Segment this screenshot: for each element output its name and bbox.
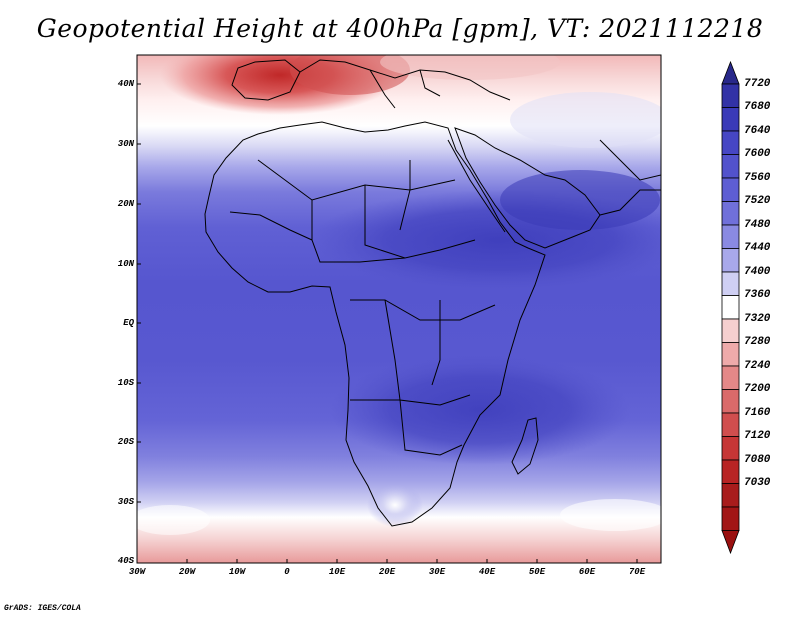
axis-ticks [137,83,638,563]
lat-label: 10N [117,259,134,269]
grads-credit: GrADS: IGES/COLA [4,604,81,613]
coastlines [204,59,661,527]
lat-label: 30N [117,139,134,149]
colorbar-label: 7640 [744,125,771,137]
lon-label: 30W [128,567,146,577]
colorbar-label: 7720 [744,78,771,90]
colorbar-label: 7440 [744,242,771,254]
colorbar-label: 7160 [744,407,771,419]
colorbar-label: 7200 [744,383,771,395]
lat-label: 10S [117,378,134,388]
colorbar-label: 7360 [744,289,771,301]
colorbar-label: 7600 [744,148,771,160]
lon-label: 0 [284,567,290,577]
colorbar-label: 7520 [744,195,771,207]
colorbar-label: 7560 [744,172,771,184]
colorbar [721,60,740,555]
lon-label: 40E [478,567,496,577]
lon-label: 50E [528,567,546,577]
lat-label: 40N [117,79,134,89]
colorbar-bottom-arrow [721,530,740,555]
lon-label: 30E [428,567,446,577]
lon-label: 70E [628,567,646,577]
lat-label: 20N [117,199,134,209]
lon-label: 10W [228,567,246,577]
colorbar-label: 7030 [744,477,771,489]
colorbar-label: 7680 [744,101,771,113]
colorbar-label: 7280 [744,336,771,348]
colorbar-label: 7400 [744,266,771,278]
colorbar-label: 7080 [744,454,771,466]
height-field [137,55,661,563]
lon-label: 60E [578,567,596,577]
colorbar-label: 7120 [744,430,771,442]
lat-label: EQ [123,318,134,328]
lon-label: 20W [178,567,196,577]
lat-label: 40S [117,556,134,566]
lon-label: 20E [378,567,396,577]
colorbar-top-arrow [721,60,740,85]
colorbar-label: 7480 [744,219,771,231]
lat-label: 20S [117,437,134,447]
map-title: Geopotential Height at 400hPa [gpm], VT:… [36,14,764,43]
lon-label: 10E [328,567,346,577]
colorbar-label: 7240 [744,360,771,372]
map-frame [136,54,662,564]
lat-label: 30S [117,497,134,507]
colorbar-label: 7320 [744,313,771,325]
